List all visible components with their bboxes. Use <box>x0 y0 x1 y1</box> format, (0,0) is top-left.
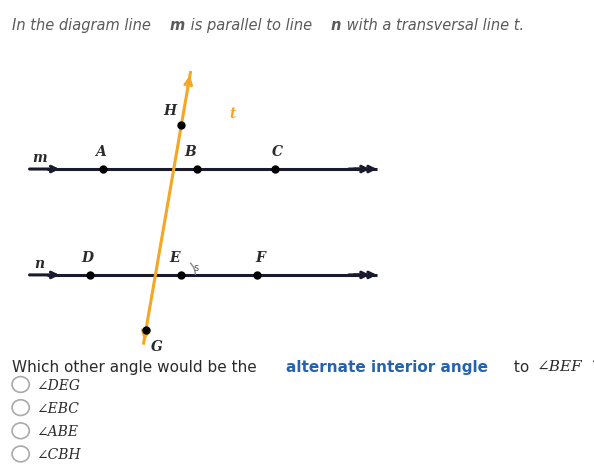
Text: ∠BEF: ∠BEF <box>536 360 582 374</box>
Text: ?: ? <box>587 360 594 376</box>
Text: Which other angle would be the: Which other angle would be the <box>11 360 261 376</box>
Text: F: F <box>255 251 265 265</box>
Text: m: m <box>32 151 47 165</box>
Text: H: H <box>164 104 177 118</box>
Text: n: n <box>34 257 45 271</box>
Text: with a transversal line t.: with a transversal line t. <box>342 18 524 33</box>
Text: ∠DEG: ∠DEG <box>36 379 80 393</box>
Text: t: t <box>229 107 235 121</box>
Text: C: C <box>272 145 283 159</box>
Text: s: s <box>193 263 198 273</box>
Text: to: to <box>509 360 534 376</box>
Text: A: A <box>95 145 106 159</box>
Text: ∠ABE: ∠ABE <box>36 425 78 439</box>
Text: D: D <box>81 251 94 265</box>
Text: E: E <box>169 251 179 265</box>
Text: m: m <box>169 18 185 33</box>
Text: alternate interior angle: alternate interior angle <box>286 360 488 376</box>
Text: is parallel to line: is parallel to line <box>187 18 317 33</box>
Text: ∠CBH: ∠CBH <box>36 448 81 462</box>
Text: G: G <box>151 340 163 354</box>
Text: ∠EBC: ∠EBC <box>36 402 79 416</box>
Text: B: B <box>185 145 197 159</box>
Text: n: n <box>330 18 341 33</box>
Text: In the diagram line: In the diagram line <box>11 18 155 33</box>
